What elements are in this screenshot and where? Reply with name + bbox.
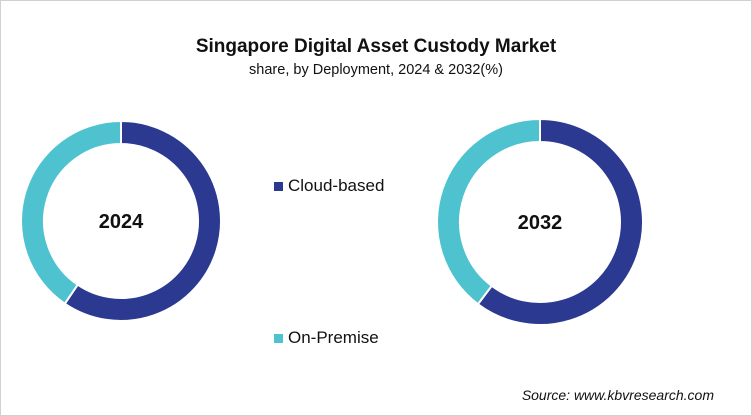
donut-center-label: 2032: [518, 212, 563, 234]
legend-label: On-Premise: [288, 328, 379, 347]
legend-label: Cloud-based: [288, 176, 385, 195]
legend-swatch-cloud-based: [274, 181, 283, 191]
donut-slice-2032-on-premise: [436, 117, 541, 306]
donut-slice-2024-cloud-based: [63, 119, 222, 322]
legend-swatch-on-premise: [274, 333, 283, 343]
chart-title: Singapore Digital Asset Custody Market: [195, 36, 557, 57]
legend-item-on-premise: On-Premise: [274, 328, 379, 348]
donut-slice-2024-on-premise: [20, 119, 122, 306]
chart-subtitle: share, by Deployment, 2024 & 2032(%): [249, 62, 503, 78]
legend-item-cloud-based: Cloud-based: [274, 176, 384, 196]
source-note: Source: www.kbvresearch.com: [521, 387, 714, 403]
donut-center-label: 2024: [99, 211, 144, 233]
donut-slice-2032-cloud-based: [476, 117, 644, 326]
